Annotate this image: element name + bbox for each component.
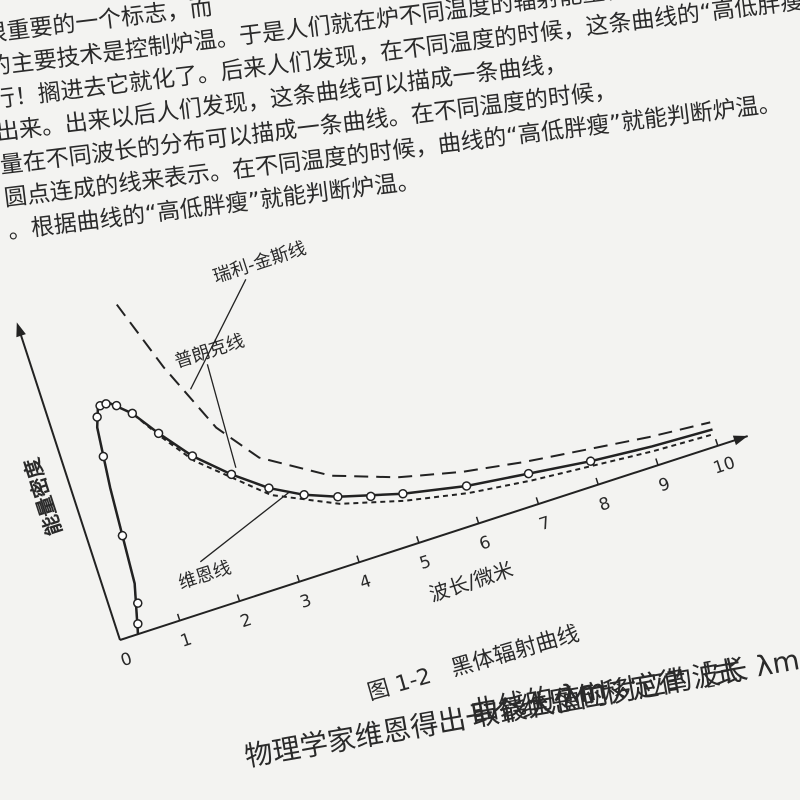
data-point [133,619,143,629]
y-axis-arrow [16,322,26,338]
x-tick [535,497,540,505]
x-tick [117,633,121,641]
data-point [398,488,408,499]
x-tick [176,613,181,621]
x-tick [595,477,599,485]
data-point [299,490,309,500]
x-tick [236,594,241,602]
leader-line [199,491,291,563]
x-tick [714,438,719,446]
x-tick [296,574,301,582]
data-point [264,483,274,493]
data-point [98,451,109,462]
leader-line [206,364,237,468]
data-point [366,491,376,502]
data-point [523,468,534,479]
leader-line [189,279,247,390]
x-tick [655,458,659,466]
x-axis-arrow [732,435,748,446]
x-tick [475,516,480,524]
curve [96,401,715,635]
data-point [92,412,102,422]
data-point [133,598,143,608]
data-point [117,530,128,541]
x-tick [356,555,360,563]
x-axis [119,435,749,641]
data-point [101,399,111,409]
data-point [153,428,164,439]
data-point [226,469,237,480]
data-point [333,492,343,502]
y-axis [17,325,121,641]
x-tick [416,535,420,544]
data-point [461,481,472,491]
data-point [127,408,138,419]
data-point [187,451,198,461]
data-point [111,400,122,411]
data-point [585,456,596,466]
